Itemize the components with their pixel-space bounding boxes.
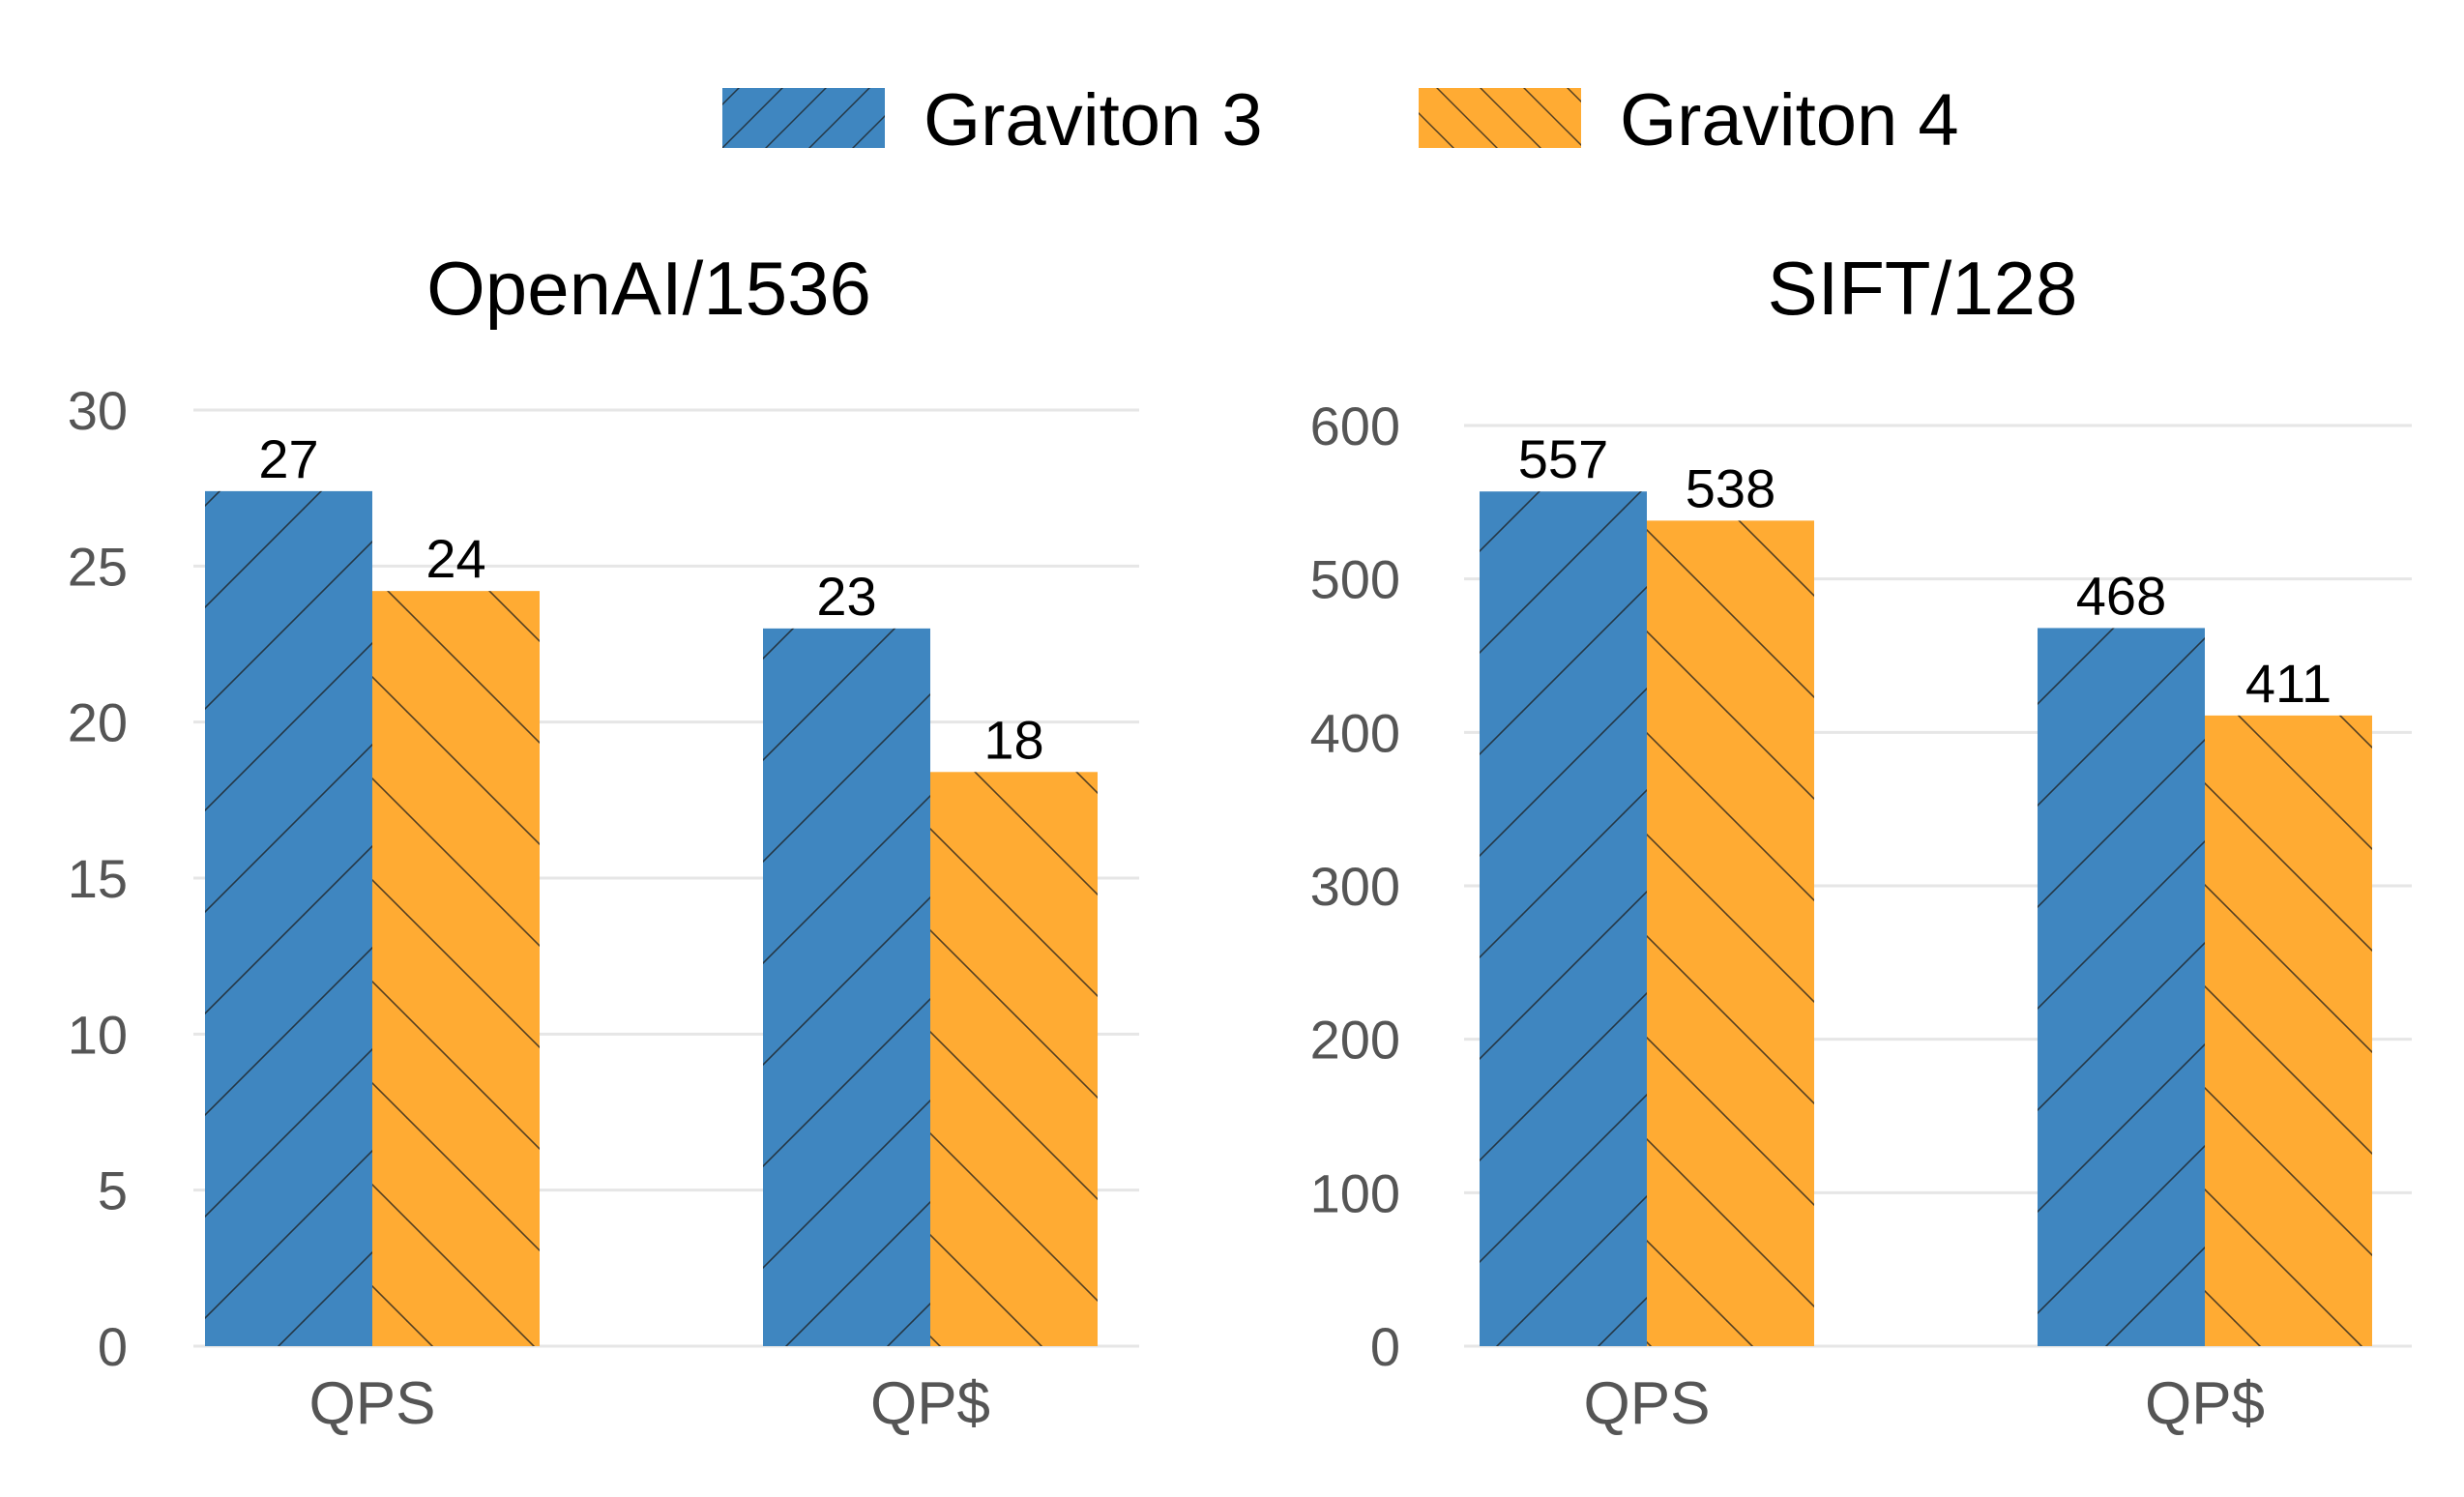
y-tick-label-500: 500 [1310, 549, 1400, 610]
y-tick-label-300: 300 [1310, 856, 1400, 917]
value-label-graviton-3-qps: 557 [1518, 428, 1608, 489]
y-axis-ticks: 0 5 10 15 20 25 30 [68, 380, 128, 1377]
bar-graviton-3-qps-hatch [205, 490, 372, 1347]
value-label-graviton-3-qps: 27 [258, 428, 318, 489]
x-axis-categories: QPS QP$ [309, 1370, 991, 1437]
legend-item-graviton-3[interactable]: Graviton 3 [722, 79, 1263, 161]
x-axis-categories: QPS QP$ [1584, 1370, 2266, 1437]
y-tick-label-15: 15 [68, 848, 128, 909]
y-tick-label-30: 30 [68, 380, 128, 441]
bar-graviton-4-qpdollar-hatch [2205, 715, 2372, 1346]
legend-hatch-graviton-4 [1419, 88, 1581, 148]
bar-graviton-3-qpdollar-hatch [763, 628, 930, 1346]
legend-label-graviton-4: Graviton 4 [1620, 79, 1959, 161]
panel-title-openai-1536: OpenAI/1536 [426, 246, 871, 331]
x-category-label-qpdollar: QP$ [870, 1370, 990, 1437]
bar-value-labels: 557 538 468 411 [1518, 428, 2332, 714]
y-tick-label-25: 25 [68, 536, 128, 597]
y-tick-label-10: 10 [68, 1004, 128, 1065]
y-tick-label-100: 100 [1310, 1162, 1400, 1223]
panel-title-sift-128: SIFT/128 [1768, 246, 2078, 331]
legend-hatch-graviton-3 [722, 88, 885, 148]
value-label-graviton-4-qpdollar: 18 [983, 709, 1043, 770]
y-axis-ticks: 0 100 200 300 400 500 600 [1310, 396, 1400, 1377]
bar-value-labels: 27 24 23 18 [258, 428, 1043, 770]
legend: Graviton 3 Graviton 4 [722, 79, 1959, 161]
value-label-graviton-4-qps: 24 [425, 528, 485, 589]
panel-openai-1536: OpenAI/1536 0 5 10 15 20 25 30 27 24 23 18 QPS QP$ [68, 246, 1139, 1437]
x-category-label-qps: QPS [309, 1370, 436, 1437]
bar-graviton-3-qps-hatch [1480, 491, 1647, 1346]
bar-graviton-4-qps-hatch [372, 591, 540, 1346]
bars [1480, 491, 2372, 1346]
value-label-graviton-3-qpdollar: 468 [2076, 565, 2166, 626]
bar-graviton-4-qpdollar-hatch [930, 772, 1098, 1346]
panel-sift-128: SIFT/128 0 100 200 300 400 500 600 557 538 468 41… [1310, 246, 2412, 1437]
legend-item-graviton-4[interactable]: Graviton 4 [1419, 79, 1959, 161]
bar-graviton-4-qps-hatch [1647, 520, 1814, 1346]
x-category-label-qpdollar: QP$ [2145, 1370, 2265, 1437]
y-tick-label-200: 200 [1310, 1010, 1400, 1071]
y-tick-label-20: 20 [68, 692, 128, 753]
y-tick-label-0: 0 [1370, 1316, 1400, 1377]
y-tick-label-400: 400 [1310, 702, 1400, 763]
y-tick-label-0: 0 [98, 1316, 128, 1377]
value-label-graviton-4-qps: 538 [1686, 457, 1775, 518]
y-tick-label-600: 600 [1310, 396, 1400, 456]
value-label-graviton-4-qpdollar: 411 [2245, 653, 2332, 714]
y-tick-label-5: 5 [98, 1160, 128, 1221]
bar-graviton-3-qpdollar-hatch [2038, 628, 2205, 1346]
legend-label-graviton-3: Graviton 3 [924, 79, 1263, 161]
value-label-graviton-3-qpdollar: 23 [816, 566, 876, 627]
x-category-label-qps: QPS [1584, 1370, 1711, 1437]
bars [205, 490, 1098, 1347]
